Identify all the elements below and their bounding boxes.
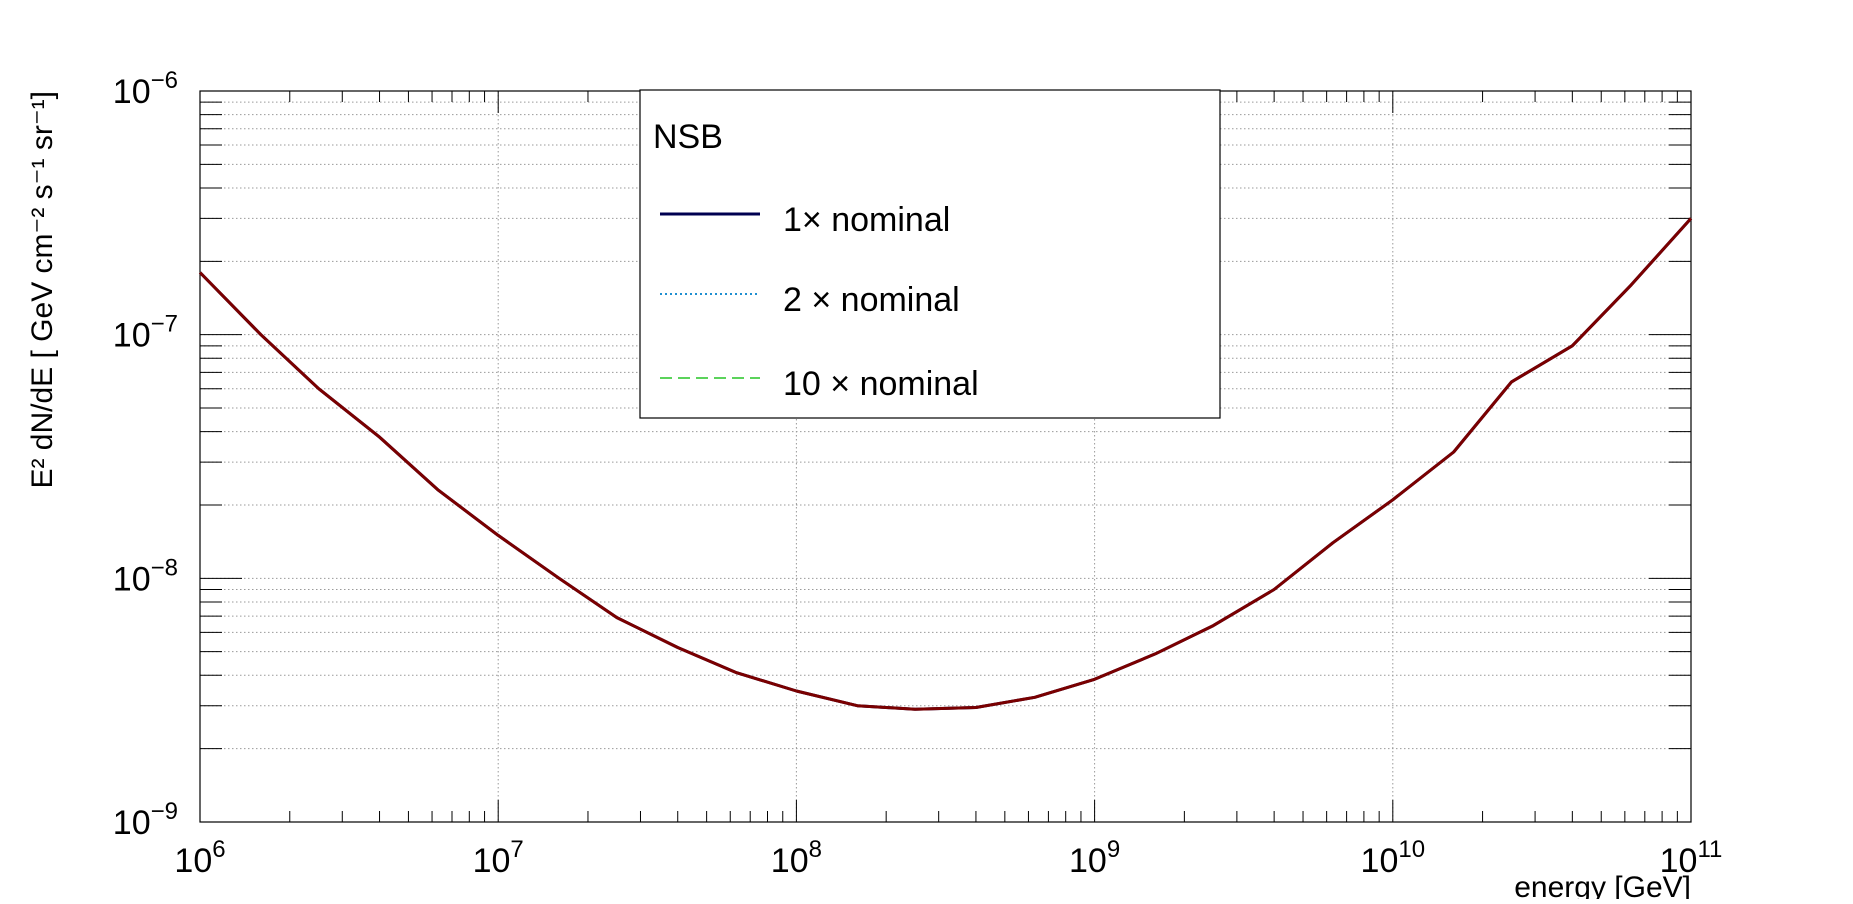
legend-box (639, 89, 1221, 419)
y-tick-label: 10−9 (113, 798, 178, 842)
x-tick-label: 106 (174, 836, 225, 880)
series-line-4 (198, 217, 1693, 711)
x-tick-label: 1010 (1361, 836, 1426, 880)
x-tick-label: 108 (771, 836, 822, 880)
x-axis-title: energy [GeV] (1514, 871, 1691, 899)
x-tick-label: 107 (473, 836, 524, 880)
legend-header: NSB (653, 118, 723, 156)
x-tick-label: 109 (1069, 836, 1120, 880)
legend: NSB 1× nominal 2 × nominal 10 × nominal (639, 89, 1221, 419)
y-tick-label: 10−7 (113, 311, 178, 355)
x-tick-label: 1011 (1660, 836, 1723, 880)
legend-label-2x-nominal: 2 × nominal (783, 281, 960, 319)
y-tick-label: 10−6 (113, 67, 178, 111)
y-tick-label: 10−8 (113, 554, 178, 598)
series-layer (198, 217, 1693, 711)
legend-label-1x-nominal: 1× nominal (783, 201, 950, 239)
y-axis-title: E² dN/dE [ GeV cm⁻² s⁻¹ sr⁻¹] (26, 91, 59, 489)
x-tick-labels: 106 107 108 109 1010 1011 (174, 836, 1722, 880)
legend-label-10x-nominal: 10 × nominal (783, 365, 979, 403)
y-tick-labels: 10−6 10−7 10−8 10−9 (113, 67, 178, 842)
